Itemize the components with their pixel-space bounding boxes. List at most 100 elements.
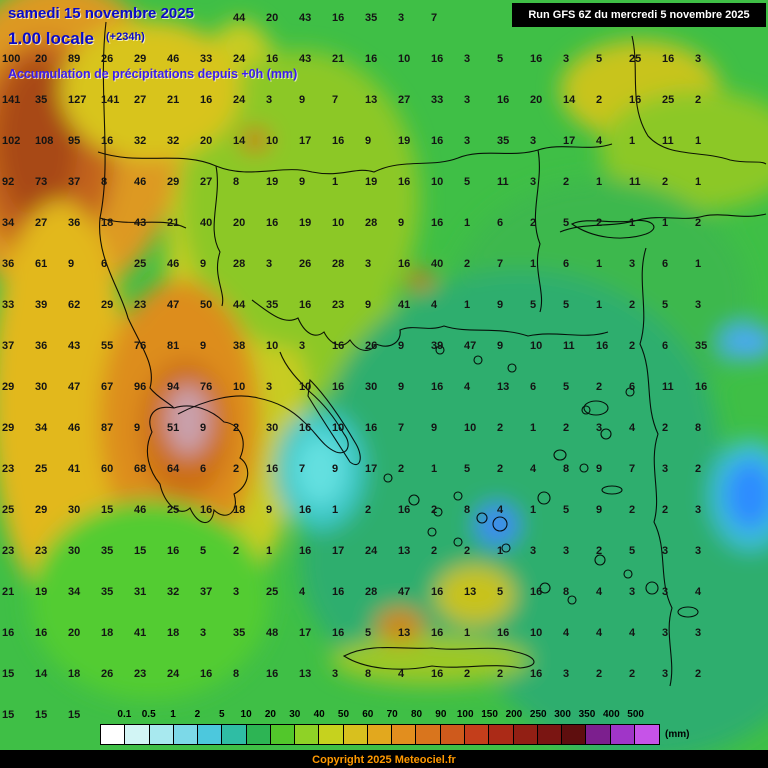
precip-value: 47 [68,381,81,393]
precip-value: 3 [200,627,207,639]
precip-value: 30 [266,422,279,434]
precip-value: 16 [530,53,543,65]
precip-value: 1 [530,422,537,434]
precip-value: 44 [233,299,246,311]
precip-value: 2 [695,668,702,680]
precip-value: 16 [167,545,180,557]
precip-value: 16 [497,627,510,639]
legend-tick-label: 2 [194,709,201,720]
precip-value: 67 [101,381,114,393]
precip-value: 127 [68,94,87,106]
precip-value: 100 [2,53,21,65]
precip-value: 6 [530,381,537,393]
coastlines-and-borders [97,21,767,687]
precip-value: 2 [233,463,240,475]
legend-tick-label: 20 [264,709,276,720]
precip-value: 48 [266,627,279,639]
precip-value: 35 [101,545,114,557]
precip-value: 16 [431,53,444,65]
precip-value: 8 [563,463,570,475]
precip-value: 8 [233,668,240,680]
precip-value: 18 [233,504,246,516]
precip-value: 43 [299,53,312,65]
precip-value: 3 [695,627,702,639]
precip-value: 20 [68,627,81,639]
precip-value: 17 [299,135,312,147]
precip-value: 16 [398,504,411,516]
precip-value: 29 [35,504,48,516]
precip-value: 25 [134,258,147,270]
precip-value: 19 [35,586,48,598]
precip-value: 76 [134,340,147,352]
precip-value: 10 [332,217,345,229]
precip-value: 30 [68,545,81,557]
precip-value: 16 [431,627,444,639]
precip-value: 3 [266,258,273,270]
precip-value: 24 [365,545,378,557]
precip-value: 3 [563,668,570,680]
precip-value: 1 [464,217,471,229]
precip-value: 14 [563,94,576,106]
precip-value: 27 [134,94,147,106]
precip-value: 16 [398,258,411,270]
precip-value: 18 [101,627,114,639]
legend-tick-label: 30 [289,709,301,720]
precip-value: 2 [629,340,636,352]
precip-value: 3 [662,668,669,680]
precip-value: 16 [266,463,279,475]
precip-value: 2 [695,94,702,106]
precip-value: 1 [629,217,636,229]
precip-value: 3 [464,53,471,65]
precip-value: 16 [332,381,345,393]
precip-value: 17 [563,135,576,147]
precip-value: 23 [2,545,15,557]
precip-value: 2 [497,668,504,680]
precip-value: 39 [431,340,444,352]
precip-value: 30 [35,381,48,393]
precip-value: 19 [266,176,279,188]
precip-value: 9 [299,94,306,106]
precip-value: 4 [629,422,636,434]
precip-value: 46 [134,176,147,188]
precip-value: 8 [233,176,240,188]
precip-value: 3 [695,545,702,557]
precip-value: 2 [596,94,603,106]
precip-value: 2 [233,422,240,434]
precip-value: 16 [299,504,312,516]
precip-value: 51 [167,422,180,434]
precip-value: 35 [365,12,378,24]
legend-swatch [464,725,490,744]
precip-value: 89 [68,53,81,65]
precip-value: 5 [563,381,570,393]
precip-value: 5 [563,299,570,311]
precip-value: 2 [596,668,603,680]
precip-value: 2 [662,422,669,434]
precip-value: 27 [200,176,213,188]
precip-value: 2 [233,545,240,557]
precip-value: 36 [68,217,81,229]
precip-value: 32 [167,586,180,598]
precip-value: 3 [662,545,669,557]
precip-value: 3 [530,135,537,147]
precip-value: 38 [233,340,246,352]
precip-value: 16 [299,422,312,434]
precip-value: 35 [233,627,246,639]
precip-value: 2 [629,504,636,516]
precip-value: 16 [365,53,378,65]
precip-value: 28 [365,586,378,598]
precip-value: 141 [101,94,120,106]
precip-value: 13 [398,627,411,639]
precip-value: 141 [2,94,21,106]
precip-value: 1 [596,176,603,188]
precip-value: 3 [530,545,537,557]
precip-value: 16 [2,627,15,639]
precip-value: 1 [332,176,339,188]
precip-value: 3 [266,381,273,393]
precip-value: 16 [299,299,312,311]
precip-value: 15 [68,709,81,721]
legend-swatch [319,725,344,744]
precip-value: 96 [134,381,147,393]
precip-value: 33 [431,94,444,106]
legend-swatch [295,725,320,744]
precip-value: 9 [332,463,339,475]
